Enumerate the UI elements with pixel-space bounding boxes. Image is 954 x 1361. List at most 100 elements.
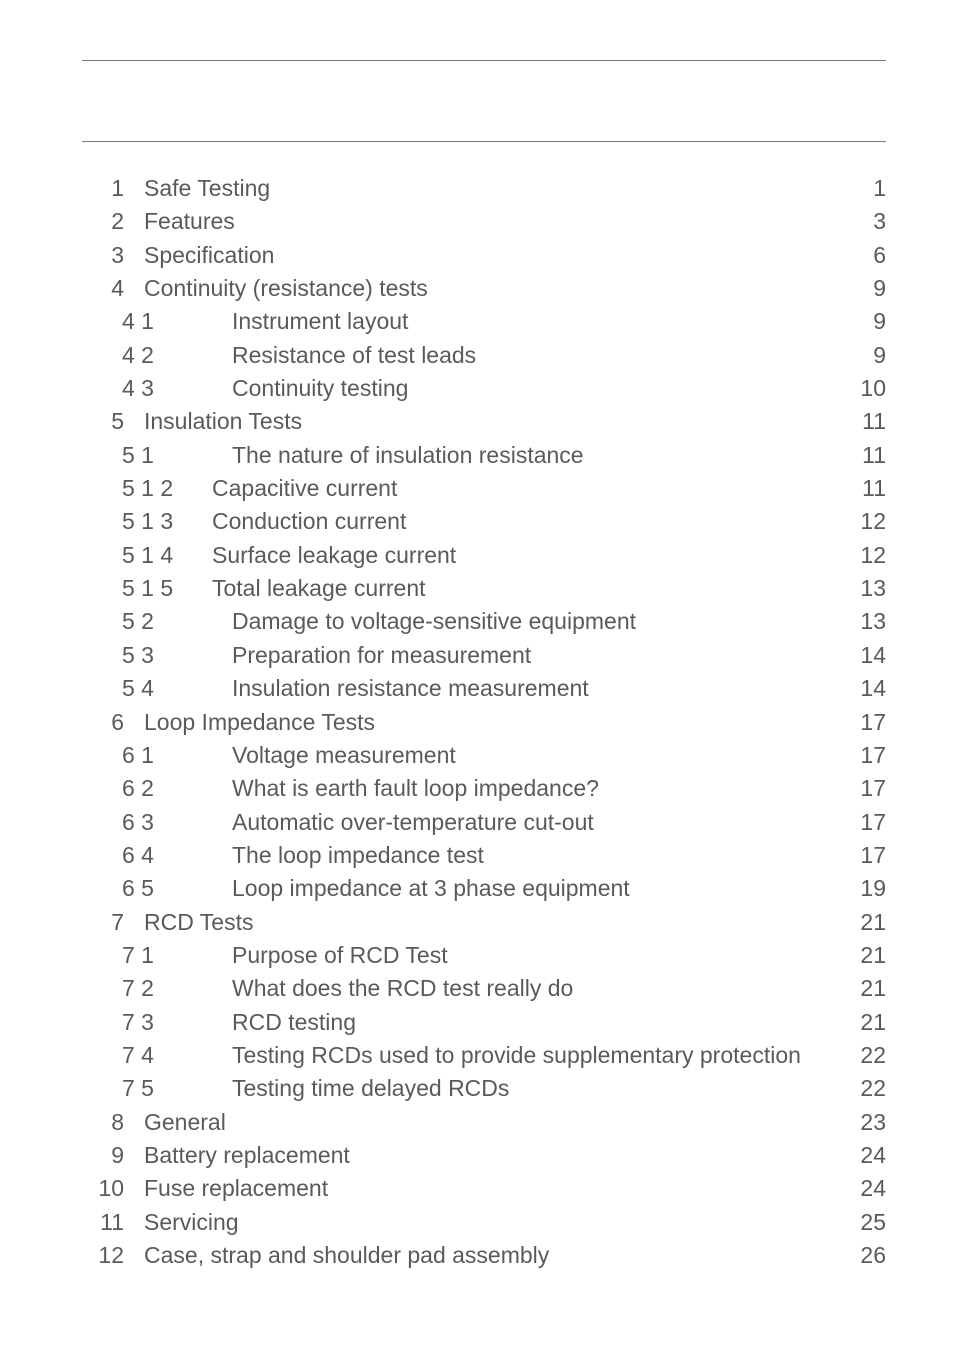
toc-number: 6 3 (82, 806, 232, 839)
toc-page: 21 (856, 939, 886, 972)
toc-page: 1 (869, 172, 886, 205)
toc-title: Servicing (144, 1206, 239, 1239)
toc-title: Testing time delayed RCDs (232, 1072, 509, 1105)
toc-page: 25 (856, 1206, 886, 1239)
toc-entry: 4 2Resistance of test leads 9 (82, 339, 886, 372)
toc-number: 6 1 (82, 739, 232, 772)
toc-page: 21 (856, 1006, 886, 1039)
toc-page: 17 (856, 739, 886, 772)
toc-entry: 3Specification 6 (82, 239, 886, 272)
toc-number: 5 3 (82, 639, 232, 672)
toc-number: 11 (82, 1206, 144, 1239)
toc-entry: 6 4The loop impedance test17 (82, 839, 886, 872)
toc-entry: 5Insulation Tests 11 (82, 405, 886, 438)
toc-entry: 2Features3 (82, 205, 886, 238)
document-page: 1Safe Testing1 2Features3 3Specification… (0, 0, 954, 1332)
toc-page: 22 (856, 1039, 886, 1072)
toc-title: The loop impedance test (232, 839, 484, 872)
toc-page: 13 (856, 572, 886, 605)
toc-page: 13 (856, 605, 886, 638)
table-of-contents: 1Safe Testing1 2Features3 3Specification… (82, 172, 886, 1272)
toc-number: 3 (82, 239, 144, 272)
toc-entry: 7RCD Tests 21 (82, 906, 886, 939)
toc-title: What is earth fault loop impedance? (232, 772, 599, 805)
toc-page: 21 (856, 906, 886, 939)
toc-number: 5 4 (82, 672, 232, 705)
toc-number: 5 (82, 405, 144, 438)
toc-entry: 5 1 3Conduction current12 (82, 505, 886, 538)
toc-entry: 7 3RCD testing21 (82, 1006, 886, 1039)
toc-title: Automatic over-temperature cut-out (232, 806, 594, 839)
toc-page: 12 (856, 539, 886, 572)
toc-number: 10 (82, 1172, 144, 1205)
toc-title: RCD Tests (144, 906, 254, 939)
toc-entry: 6 5Loop impedance at 3 phase equipment19 (82, 872, 886, 905)
toc-number: 4 1 (82, 305, 232, 338)
toc-title: Surface leakage current (212, 539, 456, 572)
toc-entry: 6 3Automatic over-temperature cut-out 17 (82, 806, 886, 839)
toc-title: Specification (144, 239, 274, 272)
toc-entry: 5 3Preparation for measurement 14 (82, 639, 886, 672)
bottom-rule (82, 141, 886, 142)
toc-entry: 10Fuse replacement 24 (82, 1172, 886, 1205)
toc-page: 9 (869, 305, 886, 338)
toc-number: 7 5 (82, 1072, 232, 1105)
toc-entry: 5 4Insulation resistance measurement 14 (82, 672, 886, 705)
top-rule (82, 60, 886, 61)
toc-entry: 7 4Testing RCDs used to provide suppleme… (82, 1039, 886, 1072)
toc-page: 14 (856, 672, 886, 705)
toc-page: 17 (856, 772, 886, 805)
toc-page: 22 (856, 1072, 886, 1105)
toc-title: Features (144, 205, 235, 238)
toc-number: 6 2 (82, 772, 232, 805)
toc-number: 4 (82, 272, 144, 305)
toc-title: Safe Testing (144, 172, 270, 205)
toc-page: 24 (856, 1172, 886, 1205)
toc-page: 11 (858, 439, 886, 472)
toc-number: 5 1 3 (82, 505, 212, 538)
toc-page: 14 (856, 639, 886, 672)
toc-number: 1 (82, 172, 144, 205)
toc-title: Continuity testing (232, 372, 408, 405)
toc-number: 5 1 5 (82, 572, 212, 605)
toc-entry: 9Battery replacement24 (82, 1139, 886, 1172)
toc-page: 11 (858, 472, 886, 505)
toc-page: 17 (856, 806, 886, 839)
toc-number: 5 1 (82, 439, 232, 472)
toc-number: 5 1 2 (82, 472, 212, 505)
toc-page: 21 (856, 972, 886, 1005)
toc-title: Conduction current (212, 505, 406, 538)
toc-entry: 7 1Purpose of RCD Test21 (82, 939, 886, 972)
toc-page: 3 (869, 205, 886, 238)
toc-title: RCD testing (232, 1006, 356, 1039)
toc-entry: 7 5Testing time delayed RCDs 22 (82, 1072, 886, 1105)
toc-title: Voltage measurement (232, 739, 456, 772)
toc-number: 8 (82, 1106, 144, 1139)
toc-entry: 5 1 4Surface leakage current12 (82, 539, 886, 572)
toc-title: Fuse replacement (144, 1172, 328, 1205)
toc-entry: 6Loop Impedance Tests17 (82, 706, 886, 739)
toc-entry: 1Safe Testing1 (82, 172, 886, 205)
toc-page: 6 (869, 239, 886, 272)
toc-page: 9 (869, 272, 886, 305)
toc-entry: 12Case, strap and shoulder pad assembly2… (82, 1239, 886, 1272)
toc-title: Resistance of test leads (232, 339, 476, 372)
toc-page: 17 (856, 839, 886, 872)
toc-title: Capacitive current (212, 472, 397, 505)
toc-title: Total leakage current (212, 572, 426, 605)
toc-title: What does the RCD test really do (232, 972, 573, 1005)
toc-title: General (144, 1106, 226, 1139)
toc-number: 4 2 (82, 339, 232, 372)
toc-entry: 8General23 (82, 1106, 886, 1139)
toc-page: 11 (858, 405, 886, 438)
toc-title: Instrument layout (232, 305, 408, 338)
toc-number: 6 5 (82, 872, 232, 905)
toc-number: 5 2 (82, 605, 232, 638)
toc-number: 7 (82, 906, 144, 939)
toc-title: Insulation resistance measurement (232, 672, 589, 705)
toc-title: Testing RCDs used to provide supplementa… (232, 1039, 801, 1072)
toc-page: 26 (856, 1239, 886, 1272)
toc-entry: 5 1The nature of insulation resistance11 (82, 439, 886, 472)
toc-title: Preparation for measurement (232, 639, 531, 672)
toc-title: Insulation Tests (144, 405, 302, 438)
